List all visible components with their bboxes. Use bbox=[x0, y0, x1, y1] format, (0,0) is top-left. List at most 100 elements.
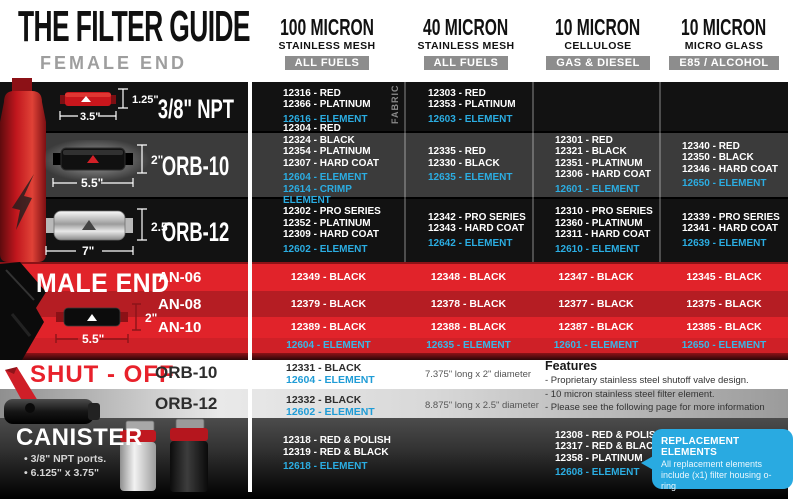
cell-npt-100micron: 12316 - RED 12366 - PLATINUM 12616 - ELEM… bbox=[283, 82, 401, 131]
row-label-an06: AN-06 bbox=[158, 269, 202, 286]
part-number: 12307 - HARD COAT bbox=[283, 157, 379, 169]
cell-canister-100micron: 12318 - RED & POLISH 12319 - RED & BLACK … bbox=[283, 428, 413, 480]
element-list: 12603 - ELEMENT bbox=[428, 114, 530, 126]
cell-orb12-cellulose: 12310 - PRO SERIES 12360 - PLATINUM 12311 … bbox=[555, 199, 657, 262]
part-number: 12310 - PRO SERIES bbox=[555, 206, 653, 217]
npt-filter-thumbnail: 1.25" 3.5" bbox=[59, 88, 159, 123]
cell-male-element-cellulose: 12601 - ELEMENT bbox=[553, 340, 639, 351]
male-row-an08-background bbox=[0, 291, 788, 317]
row-label-an08: AN-08 bbox=[158, 296, 202, 313]
orb10-filter-thumbnail: 2" 5.5" bbox=[45, 140, 163, 190]
element-number: 12601 - ELEMENT bbox=[555, 183, 640, 195]
part-number: 12351 - PLATINUM bbox=[555, 157, 643, 169]
part-number: 12324 - BLACK bbox=[283, 134, 355, 146]
row-label-text: 3/8" NPT bbox=[157, 94, 234, 124]
female-end-section-label: FEMALE END bbox=[40, 53, 187, 73]
male-section-bottom-fade bbox=[0, 353, 788, 360]
part-number: 12346 - HARD COAT bbox=[682, 163, 778, 175]
micron-rating: 40 MICRON bbox=[423, 14, 509, 40]
column-divider bbox=[404, 82, 406, 262]
media-type: STAINLESS MESH bbox=[278, 40, 376, 52]
canister-note: • 3/8" NPT ports. bbox=[24, 453, 107, 465]
cell-an08-microglass: 12375 - BLACK bbox=[686, 298, 762, 310]
cell-an10-100micron: 12389 - BLACK bbox=[290, 321, 367, 333]
shutoff-part-orb10: 12331 - BLACK bbox=[286, 362, 362, 374]
micron-rating: 100 MICRON bbox=[280, 14, 374, 40]
cell-male-element-40micron: 12635 - ELEMENT bbox=[426, 340, 511, 351]
cell-orb12-40micron: 12342 - PRO SERIES 12343 - HARD COAT 1264… bbox=[428, 199, 530, 262]
part-number: 12308 - RED & POLISH bbox=[555, 429, 663, 441]
page-title-text: THE FILTER GUIDE bbox=[18, 2, 251, 51]
media-type: STAINLESS MESH bbox=[417, 40, 515, 52]
row-label-text: ORB-12 bbox=[161, 217, 230, 247]
element-list: 12650 - ELEMENT bbox=[682, 178, 786, 190]
shutoff-orb12-band bbox=[0, 389, 788, 418]
cell-orb12-microglass: 12339 - PRO SERIES 12341 - HARD COAT 1263… bbox=[682, 199, 786, 262]
cell-male-element-microglass: 12650 - ELEMENT bbox=[681, 340, 767, 351]
replacement-body: All replacement elements include (x1) fi… bbox=[661, 459, 772, 491]
column-divider bbox=[659, 82, 661, 262]
column-divider bbox=[532, 82, 534, 262]
element-list: 12635 - ELEMENT bbox=[428, 172, 530, 184]
element-number: 12616 - ELEMENT bbox=[283, 113, 368, 125]
cell-an06-100micron: 12349 - BLACK bbox=[290, 271, 367, 283]
element-number: 12618 - ELEMENT bbox=[283, 461, 368, 473]
shutoff-valve-product-photo bbox=[4, 367, 100, 424]
cell-an08-40micron: 12378 - BLACK bbox=[430, 298, 507, 310]
canister-product-photos bbox=[120, 418, 208, 492]
element-number: 12604 - ELEMENT bbox=[283, 172, 368, 184]
element-list: 12604 - ELEMENT 12614 - CRIMP ELEMENT bbox=[283, 172, 401, 207]
shutoff-element-orb12: 12602 - ELEMENT bbox=[286, 406, 375, 418]
shutoff-row-label-orb12: ORB-12 bbox=[155, 394, 218, 413]
brand-mark bbox=[82, 220, 96, 230]
part-number: 12341 - HARD COAT bbox=[682, 223, 778, 235]
part-list: 12335 - RED 12330 - BLACK bbox=[428, 146, 530, 169]
part-number: 12303 - RED bbox=[428, 87, 486, 99]
fuel-badge: E85 / ALCOHOL bbox=[669, 56, 779, 70]
row-label-an10: AN-10 bbox=[158, 319, 202, 336]
micron-rating: 10 MICRON bbox=[555, 14, 641, 40]
cell-an10-cellulose: 12387 - BLACK bbox=[558, 321, 634, 333]
cell-orb10-40micron: 12335 - RED 12330 - BLACK 12635 - ELEMENT bbox=[428, 133, 530, 197]
part-number: 12339 - PRO SERIES bbox=[682, 211, 780, 223]
cell-orb12-100micron: 12302 - PRO SERIES 12352 - PLATINUM 12309 … bbox=[283, 199, 401, 262]
part-number: 12317 - RED & BLACK bbox=[555, 441, 661, 452]
svg-text:5.5": 5.5" bbox=[82, 332, 104, 346]
part-number: 12309 - HARD COAT bbox=[283, 229, 379, 240]
shutoff-row-label-orb10: ORB-10 bbox=[155, 363, 218, 382]
feature-item: - Proprietary stainless steel shutoff va… bbox=[545, 375, 749, 386]
element-number: 12650 - ELEMENT bbox=[682, 178, 767, 189]
svg-text:2": 2" bbox=[145, 311, 157, 325]
part-number: 12316 - RED bbox=[283, 87, 341, 99]
page-title: THE FILTER GUIDE bbox=[18, 2, 405, 52]
fuel-badge: GAS & DIESEL bbox=[546, 56, 650, 70]
part-number: 12366 - PLATINUM bbox=[283, 99, 371, 111]
fuel-badge: ALL FUELS bbox=[423, 56, 509, 70]
svg-text:5.5": 5.5" bbox=[81, 176, 103, 190]
cell-orb10-cellulose: 12301 - RED 12321 - BLACK 12351 - PLATINUM… bbox=[555, 133, 657, 197]
male-row-elements-background bbox=[0, 338, 788, 353]
brand-mark bbox=[87, 155, 99, 163]
element-number: 12642 - ELEMENT bbox=[428, 237, 513, 249]
male-row-an10-background bbox=[0, 317, 788, 338]
element-list: 12618 - ELEMENT bbox=[283, 461, 413, 473]
part-number: 12301 - RED bbox=[555, 134, 613, 146]
part-number: 12321 - BLACK bbox=[555, 146, 627, 158]
part-number: 12330 - BLACK bbox=[428, 157, 500, 169]
cell-an08-cellulose: 12377 - BLACK bbox=[558, 298, 634, 310]
brand-mark bbox=[81, 96, 91, 102]
canister-notes: • 3/8" NPT ports. • 6.125" x 3.75" bbox=[24, 452, 106, 480]
row-label-orb12: ORB-12 bbox=[138, 217, 253, 248]
part-list: 12303 - RED 12353 - PLATINUM bbox=[428, 88, 530, 111]
part-list: 12316 - RED 12366 - PLATINUM bbox=[283, 88, 401, 111]
male-section-top-edge bbox=[0, 262, 788, 264]
element-number: 12603 - ELEMENT bbox=[428, 113, 513, 125]
fuel-badge: ALL FUELS bbox=[284, 56, 370, 70]
part-number: 12354 - PLATINUM bbox=[283, 146, 371, 158]
media-type: MICRO GLASS bbox=[684, 40, 764, 52]
part-number: 12353 - PLATINUM bbox=[428, 99, 516, 111]
part-number: 12302 - PRO SERIES bbox=[283, 206, 381, 217]
element-number: 12639 - ELEMENT bbox=[682, 237, 767, 249]
element-list: 12642 - ELEMENT bbox=[428, 238, 530, 250]
